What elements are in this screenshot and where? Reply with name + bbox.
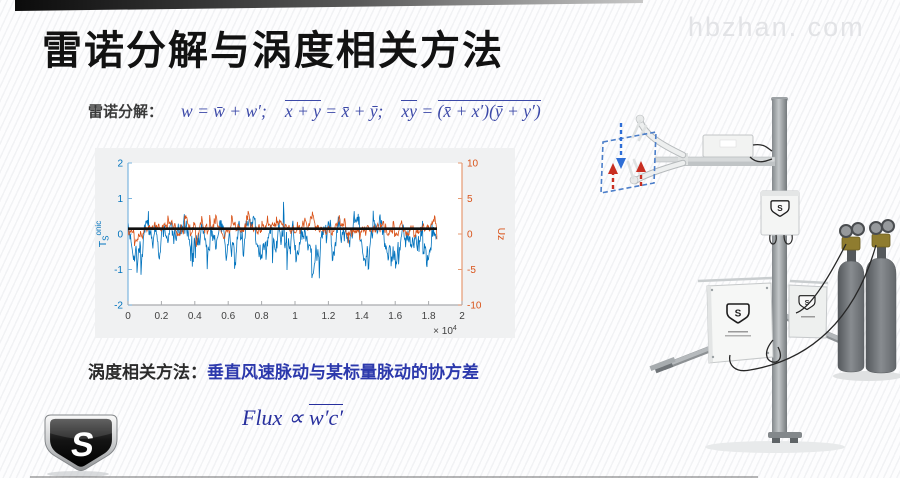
x-tick-label: 0.8 [255, 311, 269, 322]
shield-body [50, 418, 112, 467]
transducer-prongs [626, 119, 648, 180]
time-series-chart: 2 1 0 -1 -2 10 5 0 -5 -10 0 0.2 0.4 0.6 0.8 1 1.2 1.4 1.6 1… [94, 148, 515, 338]
reynolds-eq1: w = w̄ + w′; [181, 100, 267, 121]
overline-x-plus-y: x + y [284, 100, 321, 121]
ground-shadow [705, 441, 845, 453]
eddy-text: 垂直风速脉动与某标量脉动的协方差 [207, 363, 479, 382]
flux-formula: Flux ∝ w′c′ [242, 404, 344, 431]
left-tick-label: 0 [117, 230, 123, 241]
cs-monogram-icon: S [68, 426, 96, 464]
accent-wedge [15, 0, 643, 11]
eq3-equals: = [416, 101, 438, 121]
right-tick-label: 5 [467, 194, 473, 205]
series-line [128, 210, 438, 247]
small-enclosure [760, 190, 800, 245]
x-tick-label: 1.2 [321, 311, 335, 322]
x-tick-label: 1.8 [422, 311, 436, 322]
x-scale-label: × 104 [433, 325, 457, 337]
measurement-volume-outline [600, 131, 657, 194]
right-tick-label: 10 [467, 159, 479, 170]
left-tick-label: -1 [114, 265, 123, 276]
x-tick-label: 0 [125, 311, 131, 322]
enclosure-left [706, 282, 774, 364]
left-tick-label: -2 [114, 301, 123, 312]
eq2-rest: = x̄ + ȳ; [320, 101, 384, 121]
cylinder-neck [847, 249, 856, 262]
overline-xy: xy [401, 100, 417, 121]
tubing [729, 243, 877, 372]
reynolds-label: 雷诺分解： [88, 103, 164, 121]
watermark: hbzhan. com [688, 12, 865, 42]
eddy-method-row: 涡度相关方法：垂直风速脉动与某标量脉动的协方差 [88, 358, 479, 383]
gas-regulator [839, 222, 865, 251]
gas-regulator [869, 219, 895, 248]
x-tick-label: 0.6 [221, 311, 235, 322]
cable [752, 143, 773, 152]
page-title: 雷诺分解与涡度相关方法 [42, 29, 504, 73]
updraft-arrow [608, 163, 618, 189]
downdraft-arrow [616, 123, 626, 169]
enclosure-right [788, 284, 828, 339]
gas-cylinder [837, 260, 865, 373]
x-tick-label: 1.6 [388, 311, 402, 322]
x-tick-label: 2 [459, 311, 465, 322]
left-tick-label: 1 [117, 194, 123, 205]
x-tick-label: 1.4 [355, 311, 369, 322]
measurement-volume-annotation [600, 123, 657, 194]
top-accent-bar [15, 0, 643, 11]
eddy-covariance-station-illustration: S [600, 97, 900, 453]
reynolds-eq2: x + y = x̄ + ȳ; [284, 100, 384, 121]
x-tick-label: 0.4 [188, 311, 202, 322]
gas-cylinders [837, 219, 897, 374]
pole-base [768, 432, 802, 438]
shield-gloss [49, 419, 113, 439]
cylinder-neck [877, 246, 886, 259]
cable [783, 234, 793, 245]
overline-product: (x̄ + x′)(ȳ + y′) [437, 100, 541, 121]
cylinder-shadow [833, 371, 900, 381]
reynolds-decomposition-row: 雷诺分解： w = w̄ + w′; x + y = x̄ + ȳ; xy = (x̄… [88, 100, 541, 122]
right-axis-label: Uz [495, 228, 507, 241]
left-axis-label: TSonic [95, 221, 111, 247]
right-tick-label: 0 [467, 230, 473, 241]
leg-foot [649, 356, 676, 374]
svg-text:S: S [68, 426, 96, 464]
mounting-rail [697, 276, 773, 283]
sensor-boom [654, 134, 776, 166]
flux-pre: Flux ∝ [242, 405, 310, 430]
cable [769, 234, 777, 245]
gas-cylinder [865, 257, 897, 374]
x-tick-label: 1 [292, 311, 298, 322]
campbell-scientific-logo: S [44, 414, 118, 477]
right-tick-label: -10 [467, 301, 482, 312]
slide-bottom-edge [30, 476, 758, 478]
mounting-rail [789, 279, 829, 285]
logo-shadow [47, 471, 109, 477]
left-tick-label: 2 [117, 159, 123, 170]
eddy-label: 涡度相关方法： [88, 363, 207, 382]
x-tick-label: 0.2 [154, 311, 168, 322]
reynolds-eq3: xy = (x̄ + x′)(ȳ + y′) [401, 100, 541, 121]
overline-wc: w′c′ [309, 404, 344, 430]
right-tick-label: -5 [467, 265, 476, 276]
updraft-arrow [636, 161, 646, 186]
series-group [128, 201, 438, 279]
mast-pole [768, 97, 802, 443]
cable [749, 156, 773, 163]
sonic-anemometer [626, 114, 688, 185]
